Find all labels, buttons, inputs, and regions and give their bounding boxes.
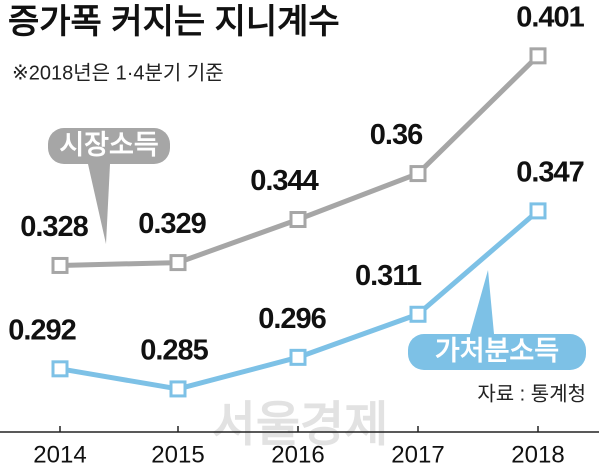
data-label: 0.311 xyxy=(355,260,422,292)
x-tick-label: 2016 xyxy=(271,441,324,468)
data-label: 0.329 xyxy=(138,208,206,240)
legend-label: 가처분소득 xyxy=(435,336,559,366)
x-tick-label: 2014 xyxy=(33,441,86,468)
point-marker xyxy=(169,380,187,398)
point-marker xyxy=(289,211,307,229)
data-label: 0.285 xyxy=(140,335,208,367)
point-marker xyxy=(409,165,427,183)
point-marker xyxy=(169,254,187,272)
data-label: 0.401 xyxy=(516,1,584,33)
legend-pointer xyxy=(470,270,494,334)
x-tick-label: 2018 xyxy=(511,441,564,468)
legend-pointer xyxy=(88,164,110,244)
data-label: 0.328 xyxy=(20,211,88,243)
legend-label: 시장소득 xyxy=(59,130,158,160)
point-marker xyxy=(409,305,427,323)
watermark: 서울경제 xyxy=(212,399,389,452)
data-label: 0.296 xyxy=(258,303,326,335)
legend-box xyxy=(408,334,586,370)
point-marker xyxy=(51,256,69,274)
point-marker xyxy=(289,348,307,366)
data-label: 0.36 xyxy=(370,119,423,151)
point-marker xyxy=(529,47,547,65)
point-marker xyxy=(51,360,69,378)
legend-box xyxy=(48,128,170,164)
data-label: 0.344 xyxy=(250,165,318,197)
source-note: 자료 : 통계청 xyxy=(477,382,586,405)
chart-subtitle: ※2018년은 1·4분기 기준 xyxy=(12,61,224,84)
data-label: 0.347 xyxy=(516,157,584,189)
x-tick-label: 2017 xyxy=(391,441,444,468)
point-marker xyxy=(529,202,547,220)
data-label: 0.292 xyxy=(8,314,76,346)
x-tick-label: 2015 xyxy=(151,441,204,468)
chart-title: 증가폭 커지는 지니계수 xyxy=(8,3,340,41)
